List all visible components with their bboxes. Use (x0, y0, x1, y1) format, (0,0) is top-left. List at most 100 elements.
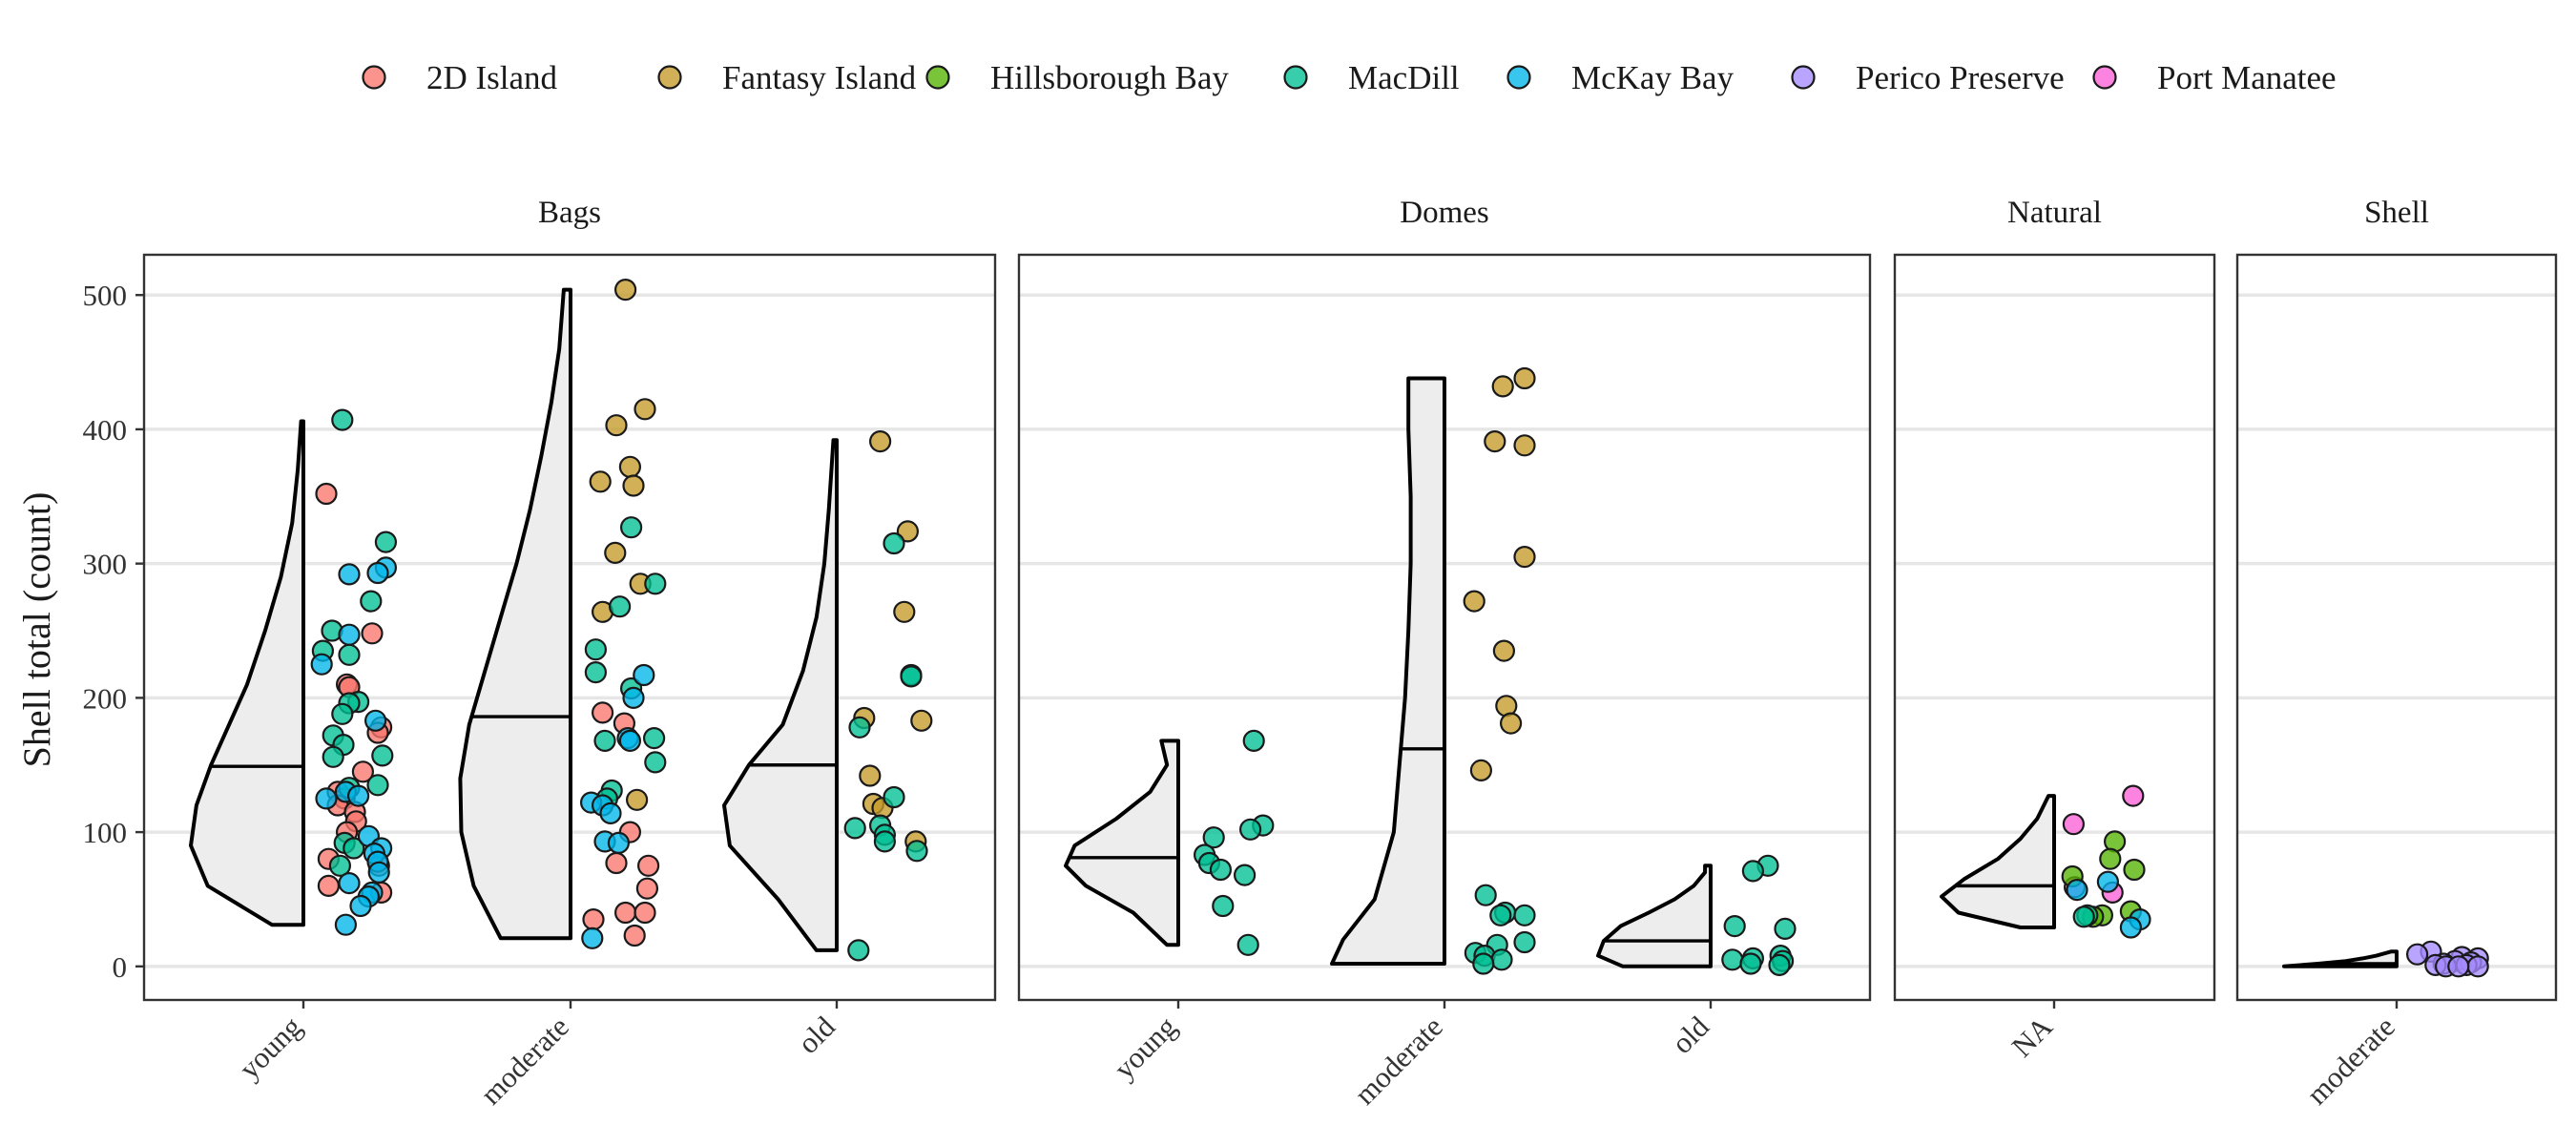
facet-title-domes: Domes (1400, 196, 1489, 230)
x-tick-label: old (1665, 1010, 1715, 1060)
x-tick-label: moderate (2300, 1010, 2401, 1111)
legend-item-port-manatee: Port Manatee (2092, 59, 2337, 96)
data-point-mckay-bay (367, 861, 390, 884)
y-axis-title: Shell total (count) (15, 492, 58, 768)
data-point-macdill (873, 830, 897, 853)
data-point-macdill (584, 638, 608, 661)
data-point-fantasy-island (1499, 712, 1523, 735)
data-point-2d-island (351, 760, 374, 783)
data-point-fantasy-island (1513, 545, 1536, 569)
panel-domes: Domes young moderate old (1017, 196, 1872, 1111)
data-point-macdill (1489, 904, 1512, 926)
data-point-fantasy-island (605, 414, 628, 437)
facet-title-natural: Natural (2007, 196, 2102, 230)
data-point-mckay-bay (334, 913, 357, 936)
y-tick-label: 200 (83, 681, 128, 715)
facet-title-bags: Bags (538, 196, 601, 230)
data-point-macdill (328, 854, 351, 877)
data-point-2d-island (613, 901, 637, 925)
data-point-fantasy-island (893, 600, 916, 623)
data-point-fantasy-island (859, 764, 882, 787)
data-point-mckay-bay (338, 871, 361, 895)
legend-label: McKay Bay (1571, 59, 1735, 96)
data-point-mckay-bay (347, 784, 370, 807)
legend-item-hillsborough-bay: Hillsborough Bay (925, 59, 1229, 96)
legend-label: Perico Preserve (1856, 59, 2065, 96)
group-domes-old (1596, 854, 1797, 977)
data-point-port-manatee (2062, 813, 2085, 836)
x-tick-label: moderate (1348, 1010, 1449, 1111)
x-tick-label: NA (2005, 1010, 2060, 1064)
panel-border (142, 253, 997, 1002)
data-point-macdill (1472, 952, 1495, 975)
data-point-mckay-bay (315, 787, 338, 810)
data-point-macdill (608, 595, 632, 618)
data-point-fantasy-island (1492, 639, 1516, 662)
data-point-macdill (1474, 884, 1497, 906)
panel-shell: Shell moderate (2235, 196, 2558, 1111)
data-point-macdill (1768, 953, 1791, 977)
data-point-macdill (883, 531, 905, 555)
data-point-2d-island (605, 851, 628, 875)
data-point-macdill (338, 643, 361, 666)
data-point-macdill (1238, 818, 1262, 841)
legend-item-perico-preserve: Perico Preserve (1791, 59, 2065, 96)
data-point-macdill (848, 716, 871, 739)
data-point-fantasy-island (618, 455, 642, 478)
data-point-mckay-bay (310, 653, 333, 676)
data-point-macdill (366, 774, 389, 797)
data-point-fantasy-island (868, 430, 892, 453)
legend-label: Port Manatee (2157, 59, 2337, 96)
data-point-mckay-bay (599, 802, 622, 825)
legend-item-mckay-bay: McKay Bay (1506, 59, 1735, 96)
data-point-2d-island (591, 701, 614, 724)
data-point-mckay-bay (2096, 870, 2119, 893)
data-point-macdill (1723, 914, 1746, 938)
data-point-port-manatee (2122, 784, 2145, 807)
data-point-macdill (343, 837, 365, 860)
data-point-macdill (2072, 906, 2095, 928)
data-point-macdill (1212, 894, 1235, 918)
data-point-macdill (371, 744, 394, 767)
data-point-fantasy-island (1463, 590, 1485, 613)
x-tick-label: old (791, 1010, 841, 1060)
data-point-macdill (1721, 948, 1744, 971)
data-point-macdill (644, 751, 667, 774)
data-point-fantasy-island (910, 709, 933, 732)
data-point-2d-island (361, 622, 384, 645)
data-point-macdill (1236, 933, 1259, 956)
data-point-fantasy-island (1513, 366, 1536, 390)
data-point-macdill (1242, 729, 1265, 753)
legend-label: MacDill (1348, 59, 1460, 96)
data-point-mckay-bay (622, 686, 645, 710)
data-point-2d-island (635, 877, 659, 900)
data-point-macdill (900, 665, 923, 688)
group-natural-na (1940, 784, 2151, 939)
data-point-macdill (360, 590, 383, 613)
data-point-fantasy-island (589, 470, 612, 493)
panel-bags: Bags young moderate old 0 100 200 300 400 500 (83, 196, 997, 1111)
y-tick-label: 100 (83, 816, 128, 849)
legend-key-macdill (1283, 65, 1308, 90)
data-point-macdill (644, 572, 667, 595)
data-point-macdill (642, 726, 666, 750)
y-tick-label: 300 (83, 548, 128, 581)
data-point-mckay-bay (364, 709, 387, 732)
legend-label: Hillsborough Bay (990, 59, 1229, 96)
data-point-2d-island (636, 854, 660, 877)
data-point-macdill (1209, 858, 1233, 882)
data-point-macdill (584, 660, 608, 684)
data-point-mckay-bay (338, 563, 361, 586)
legend-item-2d-island: 2D Island (362, 59, 558, 96)
data-point-macdill (905, 840, 928, 863)
panel-natural: Natural NA (1893, 196, 2216, 1064)
y-tick-label: 0 (113, 950, 128, 984)
data-point-fantasy-island (1513, 434, 1536, 457)
panel-border (1017, 253, 1872, 1002)
data-point-macdill (331, 702, 354, 725)
x-tick-label: young (232, 1010, 308, 1086)
data-point-mckay-bay (2066, 878, 2088, 902)
half-violin (722, 438, 839, 952)
data-point-macdill (847, 939, 870, 962)
data-point-2d-island (634, 901, 656, 925)
